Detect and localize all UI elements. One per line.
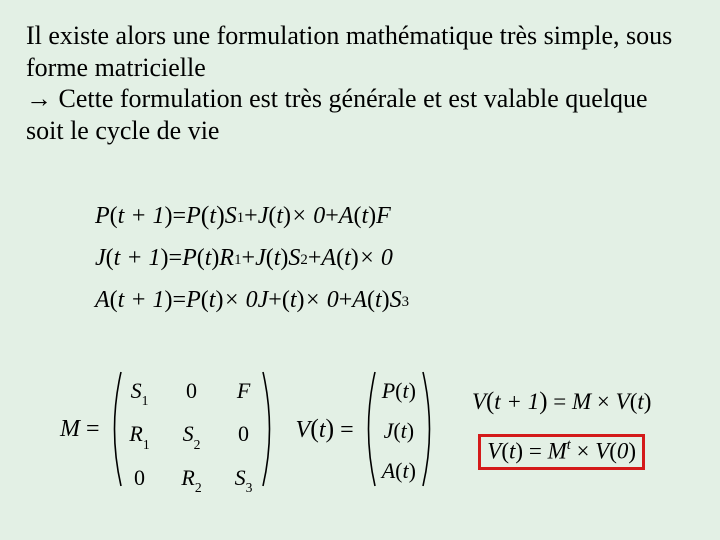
eq1-arg: t + 1 <box>118 203 165 230</box>
eq3-t2a: t <box>290 287 297 314</box>
v1: J(t) <box>382 418 416 444</box>
eq3-t1v: P <box>186 287 201 314</box>
left-paren-icon <box>106 370 124 488</box>
intro-line2: Cette formulation est très générale et e… <box>26 84 648 145</box>
eq3-arg: t + 1 <box>118 287 165 314</box>
eq1-t3a: t <box>361 203 368 230</box>
m10: R1 <box>128 421 152 450</box>
eq1-t1v: P <box>186 203 201 230</box>
v-eq2-lhs: V <box>487 439 501 464</box>
m01: 0 <box>180 378 204 407</box>
eq3-t3v: A <box>352 287 367 314</box>
v0: P(t) <box>382 378 416 404</box>
matrix-m-body: S1 0 F R1 S2 0 0 R2 S3 <box>124 370 260 488</box>
eq2-arg: t + 1 <box>114 245 161 272</box>
right-paren-icon <box>420 370 438 488</box>
v-eq2-sup: t <box>567 437 571 453</box>
vector-equations: V(t + 1) = M × V(t) V(t) = Mt × V(0) <box>472 388 651 470</box>
v-eq2-rv: V <box>595 439 609 464</box>
v-arg: t <box>319 417 326 443</box>
equation-block: P(t + 1) = P(t)S1 + J(t)× 0 + A(t)F J(t … <box>95 195 409 321</box>
eq2-t3c: × 0 <box>359 245 393 272</box>
v-eq1-rv: V <box>616 389 630 414</box>
eq2-t3v: A <box>321 245 336 272</box>
eq2-lhs-var: J <box>95 245 106 272</box>
v-eq1: V(t + 1) = M × V(t) <box>472 388 651 416</box>
eq3-t2v: J <box>258 287 269 314</box>
eq3-t1c: × 0 <box>223 287 257 314</box>
eq2-t2v: J <box>255 245 266 272</box>
eq1-t3v: A <box>339 203 354 230</box>
eq2-t1a: t <box>205 245 212 272</box>
intro-line1: Il existe alors une formulation mathémat… <box>26 21 672 82</box>
eq1-t2c: × 0 <box>291 203 325 230</box>
v-label: V <box>296 417 311 443</box>
v-eq2-rarg: 0 <box>617 439 629 464</box>
v2: A(t) <box>382 458 416 484</box>
eq3-t1a: t <box>209 287 216 314</box>
eq2-t3a: t <box>344 245 351 272</box>
m00: S1 <box>128 378 152 407</box>
eq3-t3s: 3 <box>402 294 409 311</box>
eq3-t3c: S <box>390 287 402 314</box>
m11: S2 <box>180 421 204 450</box>
m21: R2 <box>180 465 204 494</box>
eq3-t3a: t <box>375 287 382 314</box>
vector-v-body: P(t) J(t) A(t) <box>378 370 420 488</box>
equation-p: P(t + 1) = P(t)S1 + J(t)× 0 + A(t)F <box>95 195 409 237</box>
v-eq1-arg: t + 1 <box>494 389 539 414</box>
matrix-m-paren: S1 0 F R1 S2 0 0 R2 S3 <box>106 370 278 488</box>
m20: 0 <box>128 465 152 494</box>
vector-v-group: V(t) = P(t) J(t) A(t) <box>296 370 438 488</box>
equation-j: J(t + 1) = P(t)R1 + J(t)S2 + A(t)× 0 <box>95 237 409 279</box>
v-eq1-lhs: V <box>472 389 486 414</box>
right-paren-icon <box>260 370 278 488</box>
eq1-t1c: S <box>225 203 237 230</box>
eq: = <box>173 203 187 230</box>
v-eq2-box: V(t) = Mt × V(0) <box>478 434 645 470</box>
arrow-icon: → <box>26 83 52 113</box>
matrix-m-group: M = S1 0 F R1 S2 0 0 R2 S3 <box>60 370 278 488</box>
eq3-t2c: × 0 <box>305 287 339 314</box>
eq1-t2a: t <box>276 203 283 230</box>
m22: S3 <box>232 465 256 494</box>
m02: F <box>232 378 256 407</box>
eq1-t1a: t <box>209 203 216 230</box>
m-label: M <box>60 416 80 442</box>
equation-a: A(t + 1) = P(t)× 0 J + (t)× 0 + A(t)S3 <box>95 279 409 321</box>
intro-paragraph: Il existe alors une formulation mathémat… <box>26 20 690 147</box>
vector-v-paren: P(t) J(t) A(t) <box>360 370 438 488</box>
v-eq1-m: M <box>572 389 591 414</box>
m12: 0 <box>232 421 256 450</box>
matrix-and-vector-row: M = S1 0 F R1 S2 0 0 R2 S3 V(t) = <box>60 370 651 488</box>
eq2-t1s: 1 <box>234 252 241 269</box>
eq2-t1c: R <box>219 245 234 272</box>
eq1-t3c: F <box>376 203 391 230</box>
eq3-lhs-var: A <box>95 287 110 314</box>
eq2-t1v: P <box>182 245 197 272</box>
eq1-lhs-var: P <box>95 203 110 230</box>
eq2-t2s: 2 <box>300 252 307 269</box>
left-paren-icon <box>360 370 378 488</box>
eq2-t2c: S <box>288 245 300 272</box>
v-eq2-m: M <box>548 439 567 464</box>
eq1-t2v: J <box>258 203 269 230</box>
eq1-t1s: 1 <box>237 210 244 227</box>
eq2-t2a: t <box>274 245 281 272</box>
